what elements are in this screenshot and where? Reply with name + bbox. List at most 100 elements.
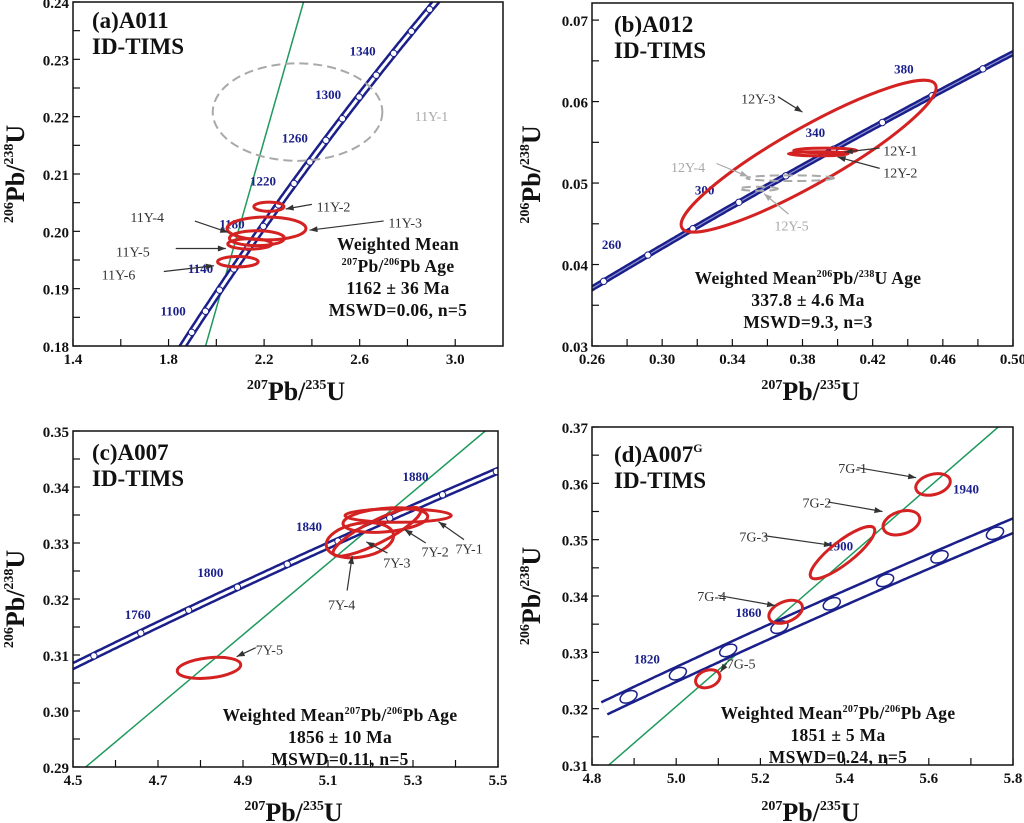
panel-title-label: (d)A007 [614, 442, 693, 467]
y-tick-label: 0.06 [562, 96, 589, 112]
panel-method-label: ID-TIMS [92, 466, 184, 491]
stats-mid: Pb/ [859, 703, 886, 723]
concordia-age-label: 1840 [296, 519, 322, 534]
spot-label-7g-5: 7G-5 [727, 658, 756, 673]
annotations: 7Y-1 7Y-2 7Y-3 7Y-4 7Y-5 [236, 521, 483, 658]
spot-label-12y-4: 12Y-4 [671, 161, 705, 176]
arrowhead-icon [766, 601, 776, 608]
arrowhead-icon [348, 555, 355, 565]
stats-age-type: Weighted Mean207Pb/206Pb Age [721, 703, 956, 723]
axes: 0.26 0.30 0.34 0.38 0.42 0.46 0.50 0.03 0.04 0.05… [562, 14, 1024, 368]
y-tick-label: 0.24 [43, 0, 70, 12]
concordia-age-marker [930, 549, 949, 564]
panel-title-label: (b)A012 [614, 12, 693, 37]
y-axis-title-end: U [517, 125, 546, 144]
stats-mid: Pb/ [358, 256, 385, 276]
y-axis-title-sup1: 206 [518, 624, 533, 645]
concordia-age-label: 1900 [827, 538, 853, 553]
arrowhead-icon [366, 541, 375, 549]
spot-label-12y-1: 12Y-1 [883, 144, 917, 159]
concordia-age-marker [389, 49, 398, 58]
x-tick-label: 0.34 [719, 352, 746, 368]
panel-method-label: ID-TIMS [92, 34, 184, 59]
concordia-age-marker [90, 652, 98, 660]
concordia-age-marker [283, 560, 291, 568]
arrowhead-icon [739, 170, 749, 177]
concordia-age-label: 1760 [125, 607, 151, 622]
stats-sup2: 206 [387, 706, 403, 717]
y-axis-title-end: U [1, 550, 30, 569]
annotation-arrow-line [718, 594, 776, 607]
annotation-arrow-line [857, 466, 917, 479]
arrowhead-icon [205, 263, 214, 270]
x-tick-label: 1.8 [159, 352, 178, 368]
x-axis-title-main: Pb/ [265, 798, 303, 823]
error-ellipse-12y-5 [738, 185, 779, 192]
concordia-age-label: 340 [806, 125, 826, 140]
x-axis-title-sup1: 207 [761, 378, 782, 393]
x-axis-title-sup1: 207 [244, 799, 265, 814]
spot-label-7g-2: 7G-2 [803, 496, 832, 511]
arrowhead-icon [907, 473, 917, 480]
concordia-age-marker [985, 526, 1005, 541]
x-axis-title: 207Pb/235U [761, 377, 860, 406]
x-axis-title-sup1: 207 [761, 799, 782, 814]
concordia-age-marker [137, 629, 145, 637]
x-axis-title-end: U [324, 798, 343, 823]
x-tick-label: 0.50 [1000, 352, 1024, 368]
spot-label-7y-3: 7Y-3 [383, 557, 410, 572]
stats-post: U Age [875, 268, 922, 288]
panel-method-label: ID-TIMS [614, 38, 706, 63]
concordia-age-label: 1860 [735, 605, 761, 620]
plot-area: 1760 1800 1840 1880 [73, 431, 498, 767]
concordia-age-label: 1260 [282, 130, 308, 145]
y-tick-label: 0.37 [562, 421, 589, 437]
y-tick-label: 0.34 [562, 590, 589, 606]
stats-mid: Pb/ [833, 268, 860, 288]
concordia-age-label: 380 [894, 62, 914, 77]
plot-area: 1820 1860 1900 1940 [600, 427, 1013, 765]
arrowhead-icon [874, 507, 883, 514]
y-tick-label: 0.19 [43, 283, 69, 299]
y-tick-label: 0.31 [43, 649, 69, 665]
panel-title: (b)A012 [614, 12, 693, 37]
y-tick-label: 0.31 [562, 759, 588, 775]
concordia-age-label: 1820 [634, 652, 660, 667]
stats-age-type-prefix: Weighted Mean [721, 703, 843, 723]
y-axis-title-end: U [517, 547, 546, 566]
x-tick-label: 2.2 [255, 352, 274, 368]
arrowhead-icon [837, 156, 847, 162]
concordia-age-marker [355, 93, 363, 101]
error-ellipse-12y-4 [745, 174, 836, 183]
error-ellipse-11y-5 [226, 237, 274, 251]
concordia-age-marker [822, 596, 842, 611]
concordia-age-marker [492, 467, 498, 476]
concordia-age-marker [875, 573, 895, 588]
stats-sup2: 238 [859, 269, 875, 280]
annotation-arrow-line [309, 220, 384, 231]
concordia-age-label: 1880 [403, 469, 429, 484]
x-axis-title: 207Pb/235U [244, 798, 343, 823]
y-tick-label: 0.29 [43, 761, 69, 777]
stats-post: Pb Age [400, 256, 455, 276]
stats-sup1: 207 [342, 257, 358, 268]
panel-d-concordia-plot: 1820 1860 1900 1940 7G-1 7G-2 7G-3 7G-4 7G-5 4.8 5… [517, 421, 1022, 823]
y-tick-label: 0.34 [43, 481, 70, 497]
y-axis-title: 206Pb/238U [517, 547, 546, 646]
spot-label-11y-6: 11Y-6 [102, 268, 136, 283]
spot-label-11y-4: 11Y-4 [130, 211, 164, 226]
concordia-age-marker [425, 5, 434, 14]
y-axis-title-main: Pb/ [1, 164, 30, 202]
y-tick-label: 0.18 [43, 340, 69, 356]
x-axis-title-end: U [326, 377, 345, 406]
spot-label-7g-4: 7G-4 [697, 590, 726, 605]
spot-label-7y-1: 7Y-1 [456, 543, 483, 558]
spot-label-12y-3: 12Y-3 [741, 92, 775, 107]
x-tick-label: 4.8 [583, 771, 602, 787]
y-axis-title-sup2: 238 [2, 144, 17, 165]
spot-label-11y-3: 11Y-3 [388, 217, 422, 232]
x-tick-label: 1.4 [64, 352, 83, 368]
